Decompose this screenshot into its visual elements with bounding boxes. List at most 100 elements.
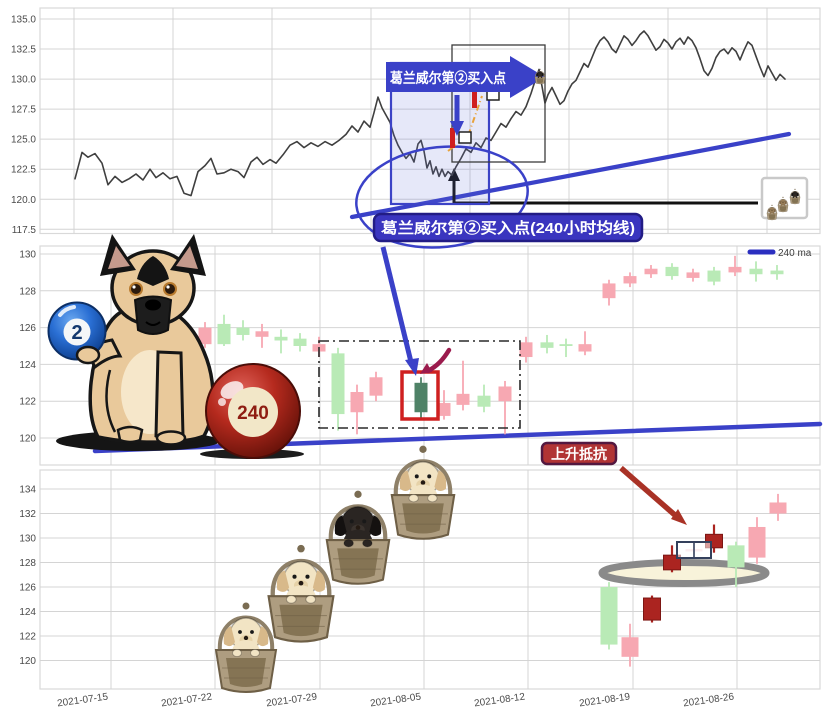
y-tick-label: 126 — [19, 323, 36, 334]
candle — [293, 333, 307, 352]
candle-body — [274, 336, 288, 341]
price-line-series — [74, 30, 786, 197]
candle — [644, 265, 658, 278]
x-tick-label: 2021-07-22 — [161, 691, 214, 709]
mini-puppy-icon — [766, 204, 778, 221]
candle — [686, 268, 700, 282]
basket-panel — [536, 78, 544, 84]
candle — [540, 334, 554, 354]
black-up-arrowhead — [448, 168, 460, 181]
puppy-ear — [434, 470, 447, 492]
candle — [748, 517, 766, 564]
basket-panel — [791, 198, 799, 204]
puppy-eye — [238, 630, 242, 634]
candle-body — [643, 597, 661, 621]
puppy-nose — [355, 525, 361, 530]
puppy-ear — [257, 626, 269, 647]
ball-240-number: 240 — [237, 403, 269, 424]
candle — [498, 380, 512, 435]
y-tick-label: 120.0 — [11, 195, 36, 206]
ball-240-highlight-dot — [218, 398, 226, 406]
handle-knot — [354, 490, 362, 498]
ma-legend: 240 ma — [747, 248, 812, 259]
puppy-eye — [538, 73, 540, 75]
puppy-basket-3-black — [325, 490, 391, 585]
handle-knot — [419, 445, 427, 453]
ball-2-number: 2 — [71, 322, 82, 344]
basket-panel — [779, 206, 787, 212]
candle — [727, 541, 745, 587]
y-tick-label: 122 — [19, 632, 36, 643]
puppy-basket-2 — [267, 544, 335, 643]
candle — [437, 390, 451, 420]
resistance-annotation: 上升抵抗 — [540, 441, 687, 525]
basket-handle — [535, 70, 545, 78]
puppy-eye — [362, 519, 367, 524]
y-tick-label: 120 — [19, 434, 36, 445]
x-tick-label: 2021-07-29 — [266, 691, 319, 709]
y-tick-label: 124 — [19, 360, 36, 371]
candle-body — [686, 272, 700, 278]
banner-text: 葛兰威尔第②买入点 — [389, 70, 506, 86]
x-tick-label: 2021-08-12 — [474, 691, 527, 709]
detail-black-rect — [451, 44, 546, 163]
puppy-ear — [773, 208, 776, 213]
candle-body — [477, 395, 491, 407]
candle — [255, 323, 269, 348]
price-line-path — [74, 30, 786, 197]
dashdot-focus-rect — [318, 340, 521, 429]
basket-handle — [217, 615, 275, 653]
puppy-ear — [784, 200, 787, 205]
y-tick-label: 128 — [19, 558, 36, 569]
candle-body — [769, 502, 787, 514]
puppy-paw — [780, 204, 783, 207]
puppy-paw — [285, 595, 297, 604]
candle-body — [749, 268, 763, 275]
top-panel-overlays: 葛兰威尔第②买入点 葛兰威尔第②买入点(240小时均线) — [355, 44, 644, 249]
candle — [350, 384, 364, 435]
candle-body — [456, 393, 470, 405]
puppy-paw — [540, 76, 543, 79]
basket-handle — [778, 198, 788, 206]
dog-front-leg — [154, 350, 185, 441]
label-box-bg — [372, 212, 644, 243]
puppy-paw — [305, 595, 317, 604]
puppy-eye — [793, 193, 795, 195]
y-tick-label: 127.5 — [11, 105, 36, 116]
candle — [414, 377, 428, 418]
ball-240: 240 — [205, 363, 301, 459]
puppy-ear — [768, 208, 771, 213]
y-tick-label: 130 — [19, 250, 36, 261]
mini-puppy-icon — [777, 196, 789, 213]
gray-dish-ellipse — [598, 559, 770, 587]
buy-point-label-box: 葛兰威尔第②买入点(240小时均线) — [372, 212, 644, 243]
candle-body — [540, 342, 554, 348]
puppy-eye — [250, 630, 254, 634]
candle — [477, 384, 491, 413]
ball-2-circle — [63, 318, 91, 346]
puppy-eye — [770, 209, 772, 211]
basket-panel — [279, 604, 323, 637]
puppy-ear — [791, 192, 794, 197]
puppy-paw — [792, 196, 795, 199]
puppy-paw — [537, 76, 540, 79]
candle — [217, 314, 231, 346]
puppy-paw — [250, 649, 260, 657]
puppy-nose — [420, 480, 426, 485]
x-tick-label: 2021-08-26 — [683, 691, 736, 709]
puppy-ear — [276, 570, 290, 592]
dog-muzzle — [133, 295, 173, 335]
puppy-basket-4 — [390, 445, 456, 540]
candle — [519, 336, 533, 363]
candle — [559, 338, 573, 358]
puppy-nose — [539, 74, 541, 76]
resistance-text: 上升抵抗 — [551, 446, 607, 462]
middle-trendline — [92, 421, 823, 454]
candle-body — [255, 331, 269, 337]
mini-puppy-icon — [789, 188, 801, 205]
puppy-eye — [292, 574, 297, 579]
y-tick-label: 135.0 — [11, 15, 36, 26]
candle — [728, 255, 742, 277]
blue-down-arrowhead — [450, 121, 464, 136]
